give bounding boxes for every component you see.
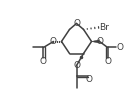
Text: O: O bbox=[73, 61, 80, 70]
Text: O: O bbox=[96, 37, 103, 46]
Polygon shape bbox=[92, 40, 100, 43]
Text: O: O bbox=[40, 57, 47, 66]
Text: Br: Br bbox=[100, 23, 109, 32]
Text: O: O bbox=[50, 37, 57, 46]
Text: O: O bbox=[85, 75, 93, 84]
Text: O: O bbox=[116, 43, 123, 52]
Text: O: O bbox=[73, 19, 80, 28]
Text: O: O bbox=[104, 57, 111, 66]
